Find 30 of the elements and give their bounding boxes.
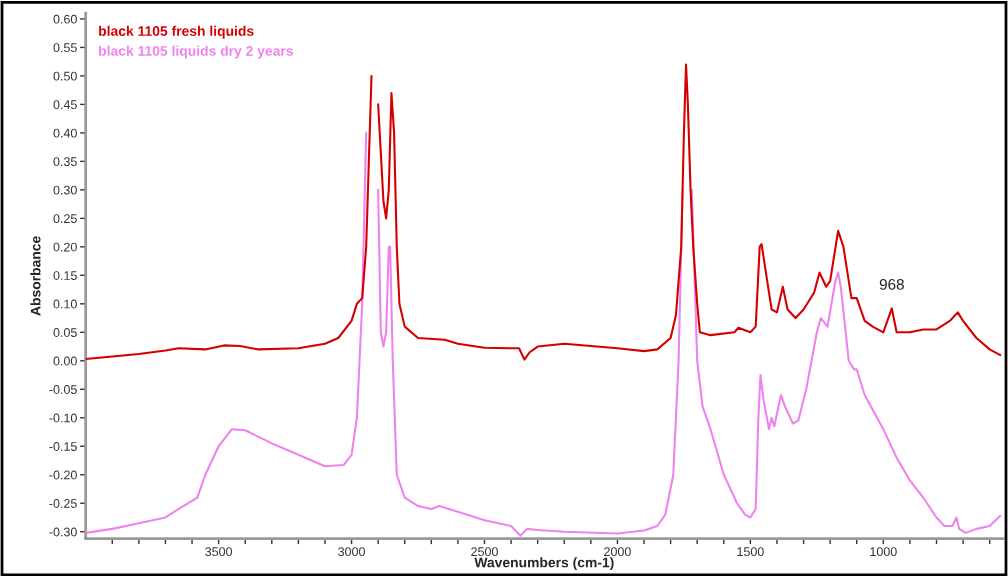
y-tick-label: 0.50 bbox=[53, 71, 77, 81]
y-tick-label: 0.15 bbox=[53, 271, 77, 280]
y-tick-label: 0.40 bbox=[53, 128, 77, 138]
y-tick-label: -0.15 bbox=[49, 442, 77, 451]
x-tick-label: 3500 bbox=[205, 547, 233, 557]
y-tick-label: -0.25 bbox=[49, 499, 77, 508]
y-tick-label: 0.05 bbox=[53, 328, 77, 337]
y-tick-label: 0.60 bbox=[53, 14, 77, 24]
x-tick-label: 1500 bbox=[737, 547, 764, 557]
y-axis-title: Absorbance bbox=[30, 236, 41, 316]
x-tick-label: 3000 bbox=[338, 547, 365, 557]
text: black 1105 fresh liquids bbox=[99, 25, 254, 39]
x-axis-title: Wavenumbers (cm-1) bbox=[474, 557, 614, 571]
y-tick-label: 0.45 bbox=[53, 100, 77, 110]
y-tick-label: -0.30 bbox=[49, 527, 77, 537]
y-tick-label: -0.10 bbox=[49, 413, 77, 423]
y-tick-label: 0.20 bbox=[53, 242, 77, 252]
y-tick-label: 0.25 bbox=[53, 214, 77, 224]
y-tick-label: 0.00 bbox=[53, 356, 77, 366]
y-tick-label: 0.10 bbox=[53, 299, 77, 309]
y-tick-label: 0.55 bbox=[53, 43, 77, 53]
y-tick-label: -0.05 bbox=[49, 385, 77, 394]
x-tick-label: 2000 bbox=[604, 547, 631, 557]
x-tick-label: 1000 bbox=[870, 547, 897, 557]
x-tick-label: 2500 bbox=[471, 547, 498, 557]
annotation: 968 bbox=[879, 279, 904, 290]
y-tick-label: 0.30 bbox=[53, 185, 77, 195]
y-tick-label: 0.35 bbox=[53, 157, 77, 167]
text: black 1105 liquids dry 2 years bbox=[99, 45, 293, 59]
y-tick-label: -0.20 bbox=[49, 470, 77, 480]
